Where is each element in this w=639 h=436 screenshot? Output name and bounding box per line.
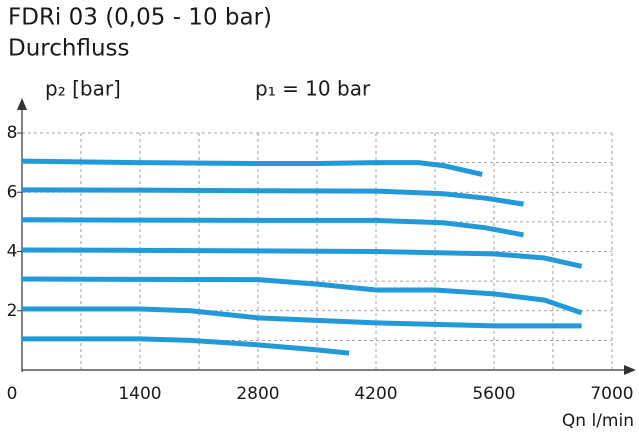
annotation: p₁ = 10 bar [255,77,371,101]
curve [22,306,582,329]
y-tick-label: 2 [7,301,18,321]
y-axis-arrow [17,98,27,110]
y-tick-label: 8 [7,123,18,143]
y-tick-label: 4 [7,242,18,262]
x-axis-label: Qn l/min [562,411,634,431]
chart-subtitle: Durchfluss [8,36,130,62]
curve [21,217,524,238]
chart-title: FDRi 03 (0,05 - 10 bar) [8,5,272,31]
y-tick-label: 6 [7,182,18,202]
x-tick-label: 7000 [590,384,633,404]
x-tick-label: 1400 [118,384,161,404]
curve [21,158,483,177]
x-tick-label: 2800 [236,384,279,404]
x-tick-label: 4200 [354,384,397,404]
curve [21,187,524,207]
x-tick-label: 5600 [472,384,515,404]
x-axis-arrow [624,365,636,375]
y-axis-label: p₂ [bar] [45,77,121,101]
curve [21,247,583,269]
curve [22,336,350,356]
x-tick-label: 0 [7,384,18,404]
curve [21,276,583,316]
